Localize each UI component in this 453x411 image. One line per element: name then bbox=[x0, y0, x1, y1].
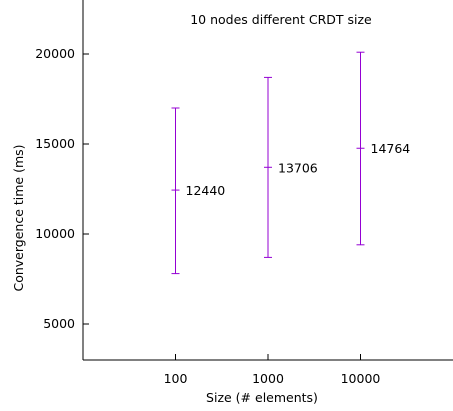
chart-title: 10 nodes different CRDT size bbox=[190, 12, 372, 27]
error-bars: 12440 13706 14764 bbox=[171, 51, 411, 275]
y-tick-label: 10000 bbox=[35, 226, 75, 241]
y-tick-label: 5000 bbox=[43, 316, 75, 331]
x-ticks: 100 1000 10000 bbox=[164, 354, 381, 386]
data-label: 13706 bbox=[278, 160, 318, 175]
x-tick-label: 1000 bbox=[252, 371, 284, 386]
data-label: 12440 bbox=[186, 183, 226, 198]
x-tick-label: 100 bbox=[164, 371, 188, 386]
y-ticks: 5000 10000 15000 20000 bbox=[35, 46, 89, 331]
y-tick-label: 20000 bbox=[35, 46, 75, 61]
y-axis-label: Convergence time (ms) bbox=[11, 144, 26, 291]
y-tick-label: 15000 bbox=[35, 136, 75, 151]
x-tick-label: 10000 bbox=[341, 371, 381, 386]
data-label: 14764 bbox=[371, 141, 411, 156]
x-axis-label: Size (# elements) bbox=[206, 390, 318, 405]
